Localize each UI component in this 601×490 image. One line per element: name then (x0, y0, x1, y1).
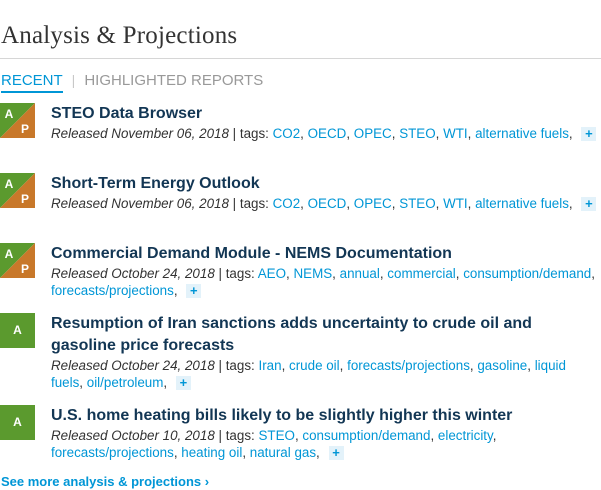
release-date: Released October 24, 2018 (51, 358, 215, 373)
tab-highlighted-reports[interactable]: HIGHLIGHTED REPORTS (84, 72, 264, 89)
svg-text:P: P (21, 192, 29, 206)
tag-link[interactable]: CO2 (272, 196, 301, 211)
tag-link[interactable]: STEO (399, 126, 436, 141)
svg-text:P: P (21, 122, 29, 136)
tags-label: | tags: (232, 126, 269, 141)
see-more-link[interactable]: See more analysis & projections › (1, 474, 210, 489)
tag-link[interactable]: electricity (437, 428, 493, 443)
svg-text:A: A (5, 247, 14, 261)
release-date: Released November 06, 2018 (51, 196, 229, 211)
tag-link[interactable]: consumption/demand (302, 428, 431, 443)
tag-link[interactable]: WTI (443, 126, 468, 141)
tab-separator: | (71, 72, 76, 88)
more-tags-button[interactable]: + (175, 376, 191, 391)
tag-link[interactable]: crude oil (289, 358, 340, 373)
tag-link[interactable]: gasoline (477, 358, 528, 373)
svg-text:P: P (21, 262, 29, 276)
report-title-link[interactable]: U.S. home heating bills likely to be sli… (51, 407, 513, 424)
report-title-link[interactable]: Short-Term Energy Outlook (51, 175, 260, 192)
tag-link[interactable]: heating oil (181, 445, 243, 460)
more-tags-button[interactable]: + (581, 127, 597, 142)
tag-link[interactable]: oil/petroleum (86, 375, 164, 390)
tag-link[interactable]: alternative fuels (475, 126, 569, 141)
report-meta: Released October 24, 2018 | tags: Iran, … (51, 358, 566, 391)
svg-text:A: A (5, 107, 14, 121)
tag-link[interactable]: OPEC (353, 196, 392, 211)
report-item-body: U.S. home heating bills likely to be sli… (51, 405, 601, 461)
report-title-link[interactable]: Resumption of Iran sanctions adds uncert… (51, 315, 532, 354)
tag-link[interactable]: NEMS (293, 266, 333, 281)
tag-link[interactable]: forecasts/projections (347, 358, 470, 373)
release-date: Released October 10, 2018 (51, 428, 215, 443)
tag-link[interactable]: OECD (307, 196, 347, 211)
tags-label: | tags: (218, 358, 255, 373)
tag-link[interactable]: annual (339, 266, 380, 281)
more-tags-button[interactable]: + (328, 446, 344, 461)
tag-link[interactable]: liquid fuels (51, 358, 566, 390)
report-title-link[interactable]: Commercial Demand Module - NEMS Document… (51, 245, 452, 262)
tag-link[interactable]: STEO (258, 428, 295, 443)
tag-link[interactable]: alternative fuels (475, 196, 569, 211)
report-item-body: Short-Term Energy Outlook Released Novemb… (51, 173, 601, 212)
tags-label: | tags: (232, 196, 269, 211)
tag-link[interactable]: forecasts/projections (51, 283, 174, 298)
tag-link[interactable]: AEO (257, 266, 287, 281)
analysis-badge-icon: A (0, 313, 35, 348)
report-item-body: STEO Data Browser Released November 06, 2… (51, 103, 601, 142)
report-item-body: Resumption of Iran sanctions adds uncert… (51, 313, 601, 391)
more-tags-button[interactable]: + (186, 284, 202, 299)
tag-link[interactable]: consumption/demand (463, 266, 592, 281)
report-meta: Released October 10, 2018 | tags: STEO, … (51, 428, 497, 461)
tag-link[interactable]: WTI (443, 196, 468, 211)
tag-link[interactable]: OECD (307, 126, 347, 141)
svg-text:A: A (5, 177, 14, 191)
release-date: Released November 06, 2018 (51, 126, 229, 141)
report-meta: Released November 06, 2018 | tags: CO2, … (51, 195, 601, 212)
tag-link[interactable]: forecasts/projections (51, 445, 174, 460)
section-title: Analysis & Projections (1, 22, 238, 49)
analysis-badge-icon: A (0, 405, 35, 440)
report-title-link[interactable]: STEO Data Browser (51, 105, 203, 122)
tag-link[interactable]: OPEC (353, 126, 392, 141)
report-tabs: RECENT | HIGHLIGHTED REPORTS (1, 72, 263, 93)
tag-link[interactable]: commercial (387, 266, 456, 281)
tag-link[interactable]: CO2 (272, 126, 301, 141)
tags-label: | tags: (218, 428, 255, 443)
report-item-body: Commercial Demand Module - NEMS Document… (51, 243, 601, 299)
title-divider (0, 58, 601, 59)
report-meta: Released November 06, 2018 | tags: CO2, … (51, 125, 601, 142)
more-tags-button[interactable]: + (581, 197, 597, 212)
tag-link[interactable]: STEO (399, 196, 436, 211)
tags-label: | tags: (218, 266, 255, 281)
tag-link[interactable]: natural gas (249, 445, 317, 460)
tag-link[interactable]: Iran (258, 358, 282, 373)
tab-recent[interactable]: RECENT (1, 72, 63, 93)
release-date: Released October 24, 2018 (51, 266, 215, 281)
report-meta: Released October 24, 2018 | tags: AEO, N… (51, 266, 595, 299)
